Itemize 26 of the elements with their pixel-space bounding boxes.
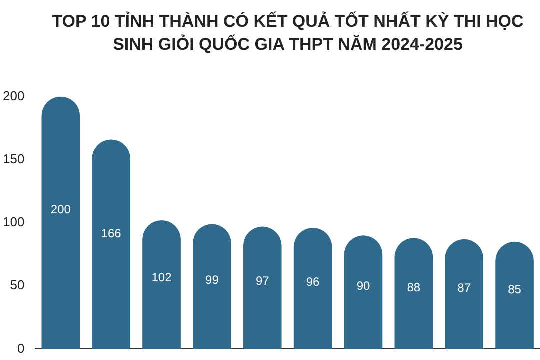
bar bbox=[243, 226, 282, 350]
bar bbox=[142, 220, 181, 350]
bar bbox=[92, 140, 130, 350]
y-tick-label: 50 bbox=[10, 278, 25, 293]
y-tick-label: 200 bbox=[2, 88, 25, 104]
y-tick-label: 0 bbox=[17, 340, 25, 356]
data-label: 87 bbox=[458, 281, 472, 296]
data-label: 102 bbox=[152, 270, 172, 285]
data-label: 99 bbox=[206, 272, 220, 287]
bar bbox=[445, 239, 484, 350]
data-label: 96 bbox=[306, 274, 320, 289]
data-label: 200 bbox=[50, 202, 72, 217]
data-label: 85 bbox=[508, 282, 522, 297]
data-label: 90 bbox=[356, 279, 370, 294]
data-label: 97 bbox=[256, 274, 270, 288]
chart-title: TOP 10 TỈNH THÀNH CÓ KẾT QUẢ TỐT NHẤT KỲ THI HỌC SINH GIỎI QUỐC GIA THPT NĂM 2024-2025 bbox=[51, 10, 525, 56]
bar bbox=[42, 96, 80, 350]
data-label: 88 bbox=[407, 280, 421, 294]
bar bbox=[294, 228, 332, 350]
bar bbox=[344, 236, 383, 350]
y-tick-label: 100 bbox=[2, 214, 25, 230]
bar bbox=[394, 238, 434, 350]
bar bbox=[193, 224, 232, 350]
y-tick-label: 150 bbox=[2, 151, 25, 166]
data-label: 166 bbox=[101, 226, 122, 240]
bar bbox=[496, 242, 534, 350]
